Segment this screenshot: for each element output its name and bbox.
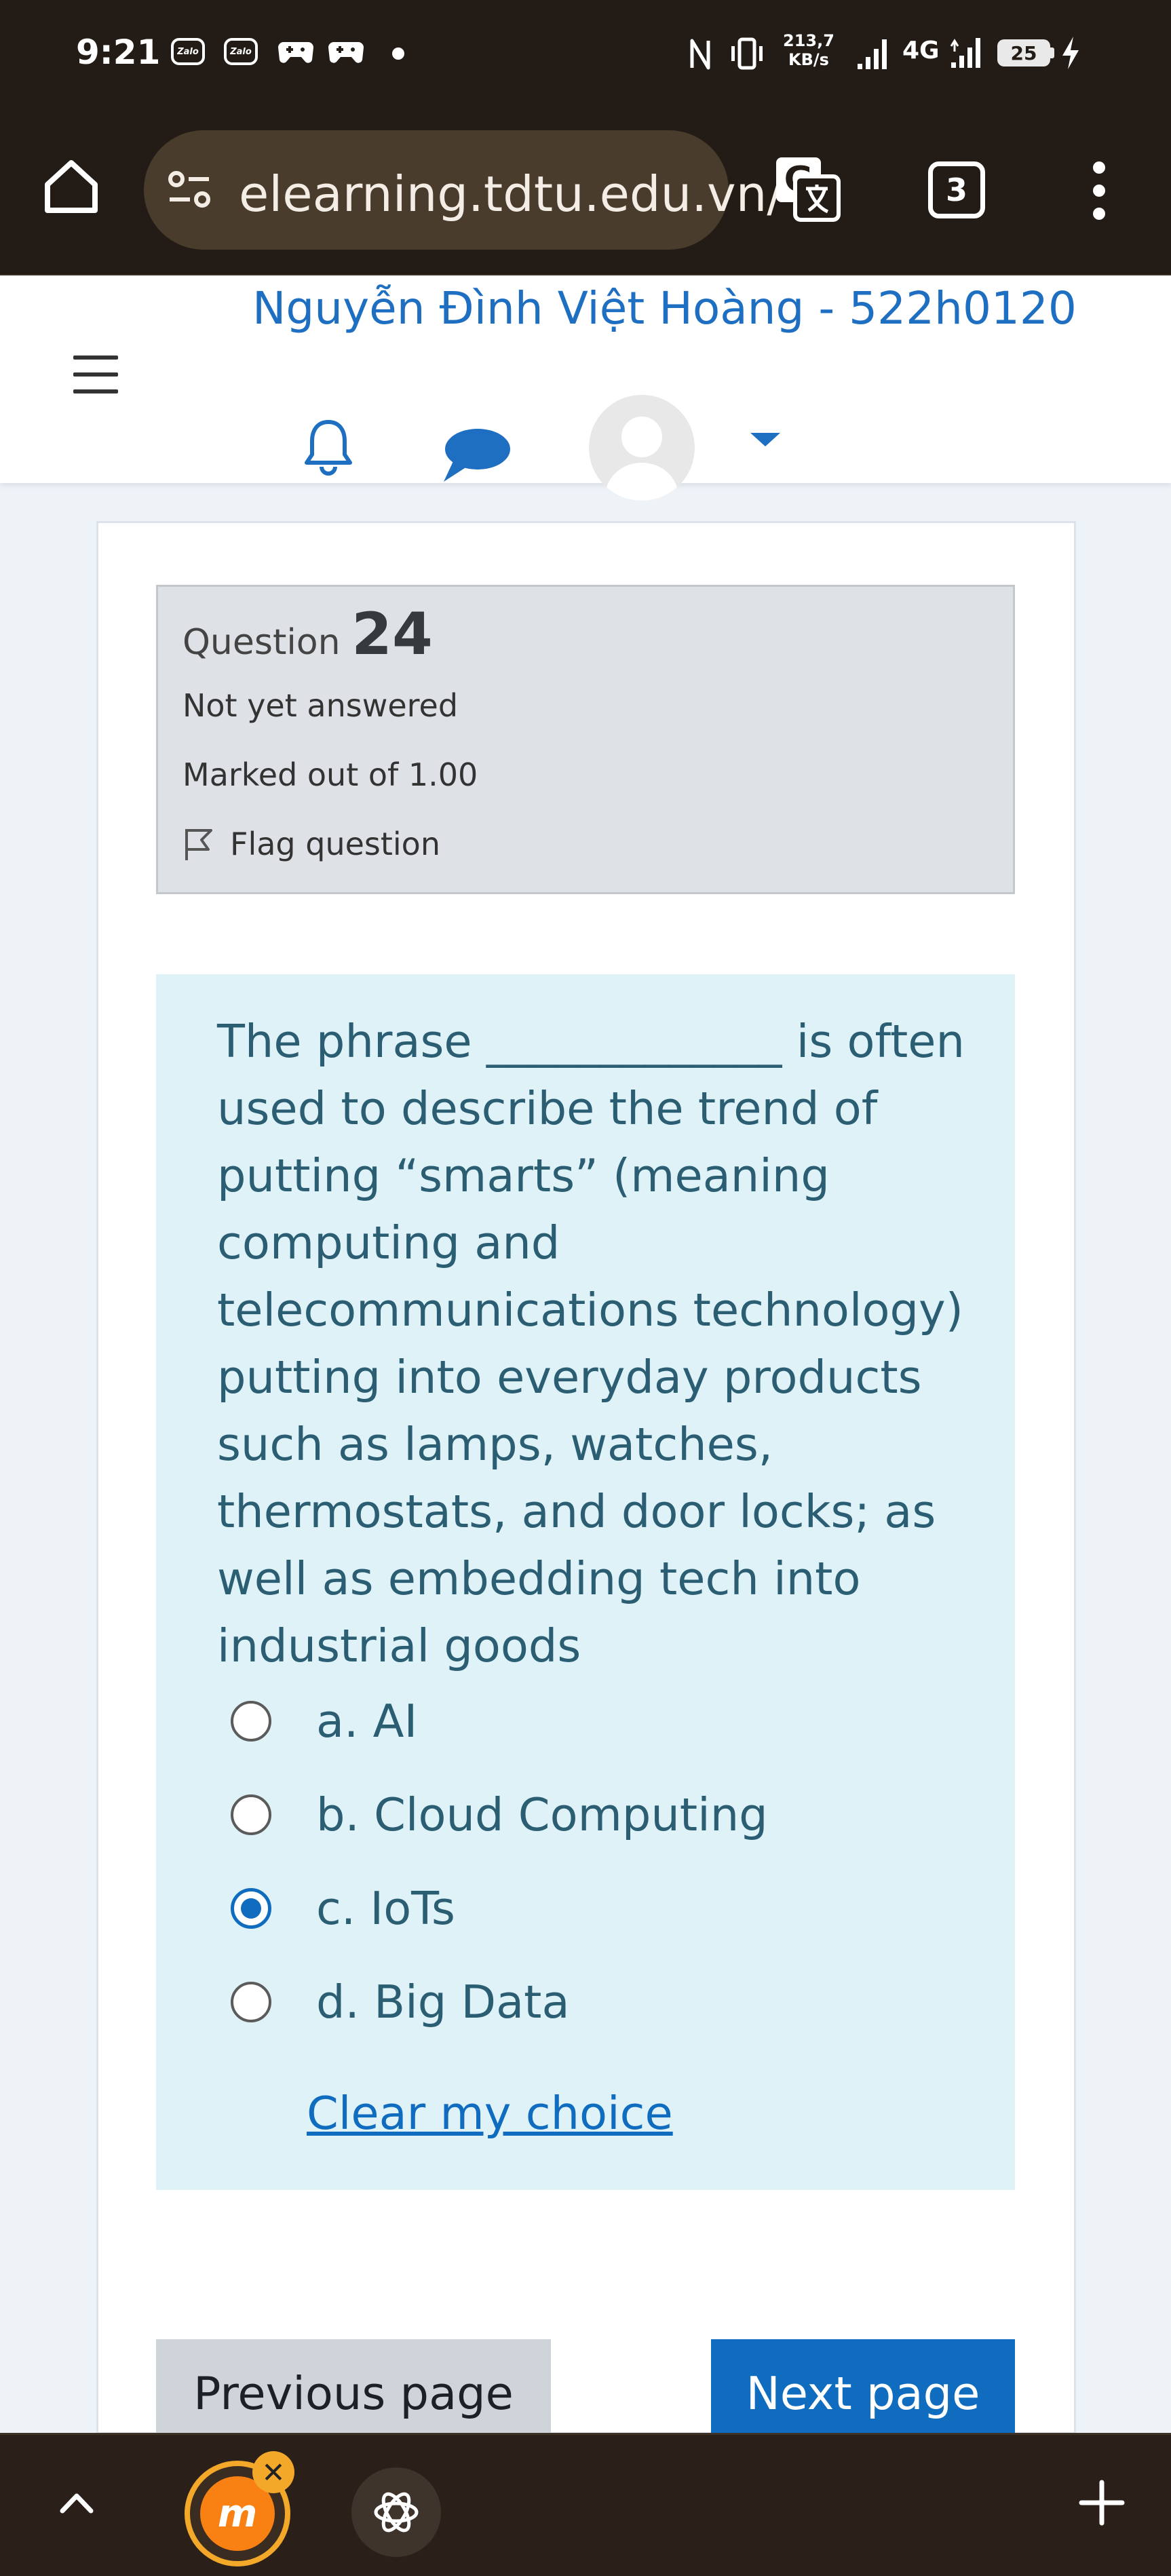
answer-option-a[interactable]: a. AI <box>231 1674 768 1768</box>
user-menu-caret-icon[interactable] <box>750 433 780 446</box>
vibrate-icon <box>731 37 763 70</box>
network-speed: 213,7 KB/s <box>783 31 834 69</box>
zalo-notification-icon: Zalo <box>171 38 205 65</box>
messages-chat-icon[interactable] <box>440 425 512 484</box>
radio-button[interactable] <box>231 1982 271 2022</box>
question-grade: Marked out of 1.00 <box>183 756 478 793</box>
next-page-button[interactable]: Next page <box>711 2339 1015 2448</box>
question-state: Not yet answered <box>183 687 459 724</box>
toolbar-divider <box>0 274 1171 276</box>
gamepad-icon <box>278 42 313 63</box>
clear-choice-link[interactable]: Clear my choice <box>307 2087 673 2140</box>
chatgpt-app-bubble[interactable] <box>351 2467 441 2557</box>
previous-page-button[interactable]: Previous page <box>156 2339 551 2448</box>
question-info-panel: Question 24 Not yet answered Marked out … <box>156 585 1015 894</box>
user-name[interactable]: Nguyễn Đình Việt Hoàng - 522h0120 <box>252 282 1077 334</box>
signal-icon <box>858 39 887 69</box>
status-bar: 9:21 Zalo Zalo 213,7 KB/s 4G 25 <box>0 0 1171 109</box>
notifications-bell-icon[interactable] <box>303 418 354 479</box>
browser-toolbar: elearning.tdtu.edu.vn/ G 3 <box>0 109 1171 276</box>
home-icon[interactable] <box>41 156 102 217</box>
answer-option-b[interactable]: b. Cloud Computing <box>231 1768 768 1862</box>
battery-icon: 25 <box>997 39 1050 66</box>
address-bar[interactable]: elearning.tdtu.edu.vn/ <box>144 130 784 250</box>
battery-tip <box>1050 47 1054 58</box>
answer-label[interactable]: b. Cloud Computing <box>316 1788 768 1841</box>
answer-label[interactable]: a. AI <box>316 1695 418 1748</box>
nfc-icon <box>690 39 710 70</box>
gamepad-icon <box>328 42 364 63</box>
question-formulation: The phrase _____________ is often used t… <box>156 974 1015 2190</box>
network-type: 4G <box>902 37 940 64</box>
answer-option-d[interactable]: d. Big Data <box>231 1955 768 2049</box>
chatgpt-logo-icon <box>374 2492 419 2533</box>
chevron-up-icon[interactable] <box>53 2480 100 2527</box>
flag-icon <box>185 829 212 860</box>
radio-button-selected[interactable] <box>231 1888 271 1929</box>
charging-icon <box>1062 37 1079 69</box>
notification-dot <box>392 47 404 60</box>
radio-button[interactable] <box>231 1701 271 1742</box>
close-icon[interactable]: ✕ <box>252 2451 294 2493</box>
answer-list: a. AI b. Cloud Computing c. IoTs d. Big … <box>231 1674 768 2049</box>
url-text: elearning.tdtu.edu.vn/ <box>239 166 784 223</box>
radio-button[interactable] <box>231 1794 271 1835</box>
plus-icon[interactable] <box>1075 2476 1129 2530</box>
site-header: Nguyễn Đình Việt Hoàng - 522h0120 <box>0 275 1171 501</box>
translate-icon[interactable]: G <box>772 153 843 224</box>
answer-label[interactable]: c. IoTs <box>316 1882 455 1935</box>
signal-icon-2 <box>950 38 980 68</box>
hamburger-menu-icon[interactable] <box>73 355 118 393</box>
site-settings-icon[interactable] <box>167 170 212 210</box>
flag-question-label: Flag question <box>230 826 440 862</box>
tab-switcher-button[interactable]: 3 <box>928 161 985 218</box>
bottom-bar: m ✕ <box>0 2433 1171 2576</box>
zalo-notification-icon: Zalo <box>224 38 258 65</box>
question-number: Question 24 <box>183 600 433 668</box>
user-avatar[interactable] <box>589 395 695 501</box>
clock: 9:21 <box>76 33 161 72</box>
answer-option-c[interactable]: c. IoTs <box>231 1862 768 1955</box>
answer-label[interactable]: d. Big Data <box>316 1976 570 2029</box>
overflow-menu-icon[interactable] <box>1083 161 1115 220</box>
flag-question-button[interactable]: Flag question <box>183 826 440 862</box>
question-text: The phrase _____________ is often used t… <box>217 1015 965 1672</box>
